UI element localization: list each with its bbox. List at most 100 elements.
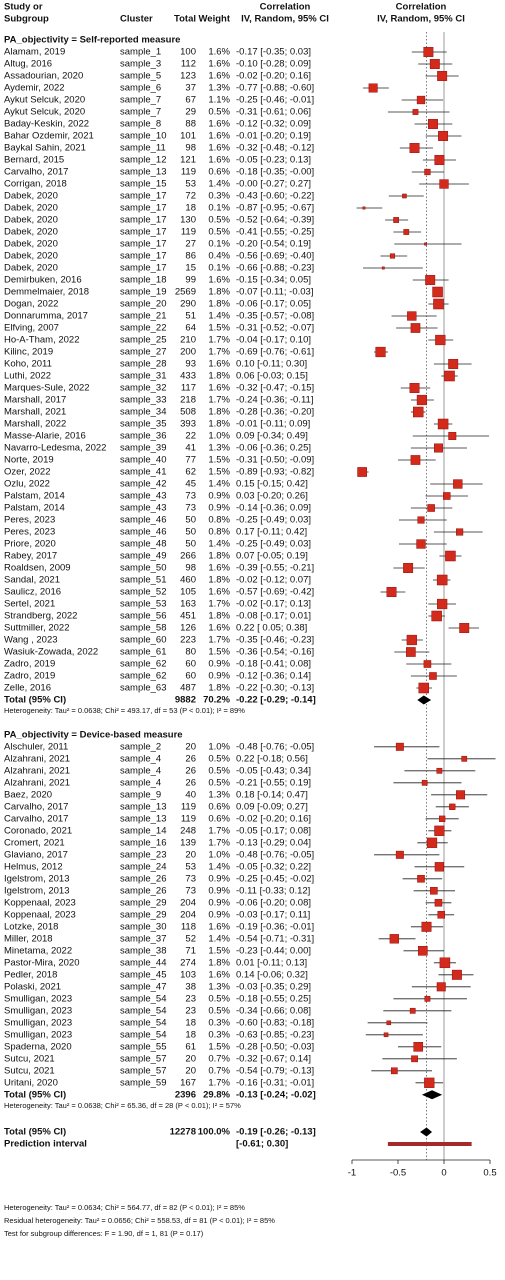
total: 80	[185, 647, 196, 658]
study-square	[433, 298, 444, 310]
group-title: PA_objectivity = Self-reported measure	[4, 35, 180, 46]
ci-label: -0.28 [-0.36; -0.20]	[236, 407, 314, 418]
total: 112	[181, 59, 196, 70]
study-name: Dabek, 2020	[4, 227, 58, 238]
cluster: sample_18	[120, 275, 166, 286]
study-name: Smulligan, 2023	[4, 1005, 72, 1016]
study-square	[430, 887, 438, 895]
cluster: sample_54	[120, 1029, 166, 1040]
study-name: Uritani, 2020	[4, 1077, 58, 1088]
ci-label: -0.12 [-0.32; 0.09]	[236, 119, 311, 130]
ci-label: 0.09 [-0.34; 0.49]	[236, 431, 308, 442]
total: 20	[185, 1065, 196, 1076]
total: 101	[180, 131, 196, 142]
summary-label: Total (95% CI)	[4, 1089, 66, 1100]
study-name: Coronado, 2021	[4, 825, 72, 836]
cluster: sample_41	[120, 467, 166, 478]
study-name: Baday-Keskin, 2022	[4, 119, 89, 130]
study-name: Smulligan, 2023	[4, 1017, 72, 1028]
header: Subgroup	[4, 14, 49, 25]
cluster: sample_15	[120, 179, 166, 190]
study-square	[439, 957, 451, 969]
cluster: sample_4	[120, 753, 161, 764]
study-name: Alzahrani, 2021	[4, 765, 70, 776]
cluster: sample_42	[120, 479, 166, 490]
weight: 0.5%	[208, 107, 230, 118]
weight: 1.4%	[208, 861, 230, 872]
total: 487	[180, 683, 196, 694]
total: 86	[185, 251, 196, 262]
study-name: Zelle, 2016	[4, 683, 51, 694]
ci-label: -0.32 [-0.67; 0.14]	[236, 1053, 311, 1064]
header: Weight	[199, 14, 231, 25]
cluster: sample_11	[120, 143, 166, 154]
ci-label: -0.19 [-0.36; -0.01]	[236, 921, 314, 932]
weight: 1.7%	[208, 1077, 230, 1088]
ci-label: -0.32 [-0.47; -0.15]	[236, 383, 314, 394]
cluster: sample_53	[120, 599, 166, 610]
cluster: sample_46	[120, 515, 166, 526]
summary-ci: -0.13 [-0.24; -0.02]	[236, 1089, 316, 1100]
ci-label: -0.05 [-0.43; 0.34]	[236, 765, 311, 776]
study-name: Luthi, 2022	[4, 371, 51, 382]
weight: 1.6%	[208, 383, 230, 394]
cluster: sample_8	[120, 119, 161, 130]
ci-label: -0.35 [-0.57; -0.08]	[236, 311, 314, 322]
study-square	[409, 1007, 416, 1014]
cluster: sample_24	[120, 861, 166, 872]
study-name: Glaviano, 2017	[4, 849, 68, 860]
study-name: Dogan, 2022	[4, 299, 58, 310]
total: 123	[180, 71, 196, 82]
cluster: sample_35	[120, 419, 166, 430]
weight: 1.5%	[208, 467, 230, 478]
header: Cluster	[120, 14, 153, 25]
total: 72	[185, 191, 196, 202]
weight: 0.3%	[208, 1017, 230, 1028]
cluster: sample_4	[120, 777, 161, 788]
ci-label: 0.22 [ 0.05; 0.38]	[236, 623, 307, 634]
summary-total: 9882	[175, 695, 196, 706]
header: Total	[174, 14, 196, 25]
study-square	[423, 47, 434, 57]
cluster: sample_26	[120, 885, 166, 896]
weight: 0.3%	[208, 1029, 230, 1040]
study-square	[436, 982, 446, 992]
total: 20	[185, 741, 196, 752]
total: 64	[185, 323, 196, 334]
total: 53	[185, 861, 196, 872]
weight: 1.7%	[208, 599, 230, 610]
ci-label: -0.87 [-0.95; -0.67]	[236, 203, 314, 214]
summary-diamond	[420, 1127, 433, 1137]
cluster: sample_51	[120, 575, 166, 586]
total: 117	[181, 383, 196, 394]
ci-label: -0.57 [-0.69; -0.42]	[236, 587, 314, 598]
total: 61	[185, 1041, 196, 1052]
ci-label: -0.36 [-0.54; -0.16]	[236, 647, 314, 658]
study-name: Ozer, 2022	[4, 467, 50, 478]
ci-label: 0.17 [-0.11; 0.42]	[236, 527, 307, 538]
ci-label: -0.34 [-0.66; 0.08]	[236, 1005, 311, 1016]
header: IV, Random, 95% CI	[377, 14, 465, 25]
summary-ci: -0.22 [-0.29; -0.14]	[236, 695, 316, 706]
total: 73	[185, 873, 196, 884]
total: 73	[185, 503, 196, 514]
study-name: Donnarumma, 2017	[4, 311, 88, 322]
cluster: sample_14	[120, 825, 166, 836]
ci-label: -0.25 [-0.45; -0.02]	[236, 873, 314, 884]
weight: 0.5%	[208, 993, 230, 1004]
study-square	[410, 323, 421, 333]
weight: 1.4%	[208, 479, 230, 490]
weight: 1.6%	[208, 587, 230, 598]
ci-label: 0.10 [-0.11; 0.30]	[236, 359, 307, 370]
study-square	[403, 229, 410, 235]
total: 52	[185, 933, 196, 944]
study-square	[449, 803, 456, 810]
study-square	[437, 911, 445, 919]
ci-label: -0.31 [-0.61; 0.06]	[236, 107, 311, 118]
ci-label: -0.03 [-0.17; 0.11]	[236, 909, 310, 920]
total: 18	[185, 1029, 196, 1040]
study-square	[413, 1042, 424, 1052]
prediction-ci: [-0.61; 0.30]	[236, 1139, 288, 1150]
total: 130	[180, 215, 196, 226]
ci-label: -0.08 [-0.17; 0.01]	[236, 611, 311, 622]
